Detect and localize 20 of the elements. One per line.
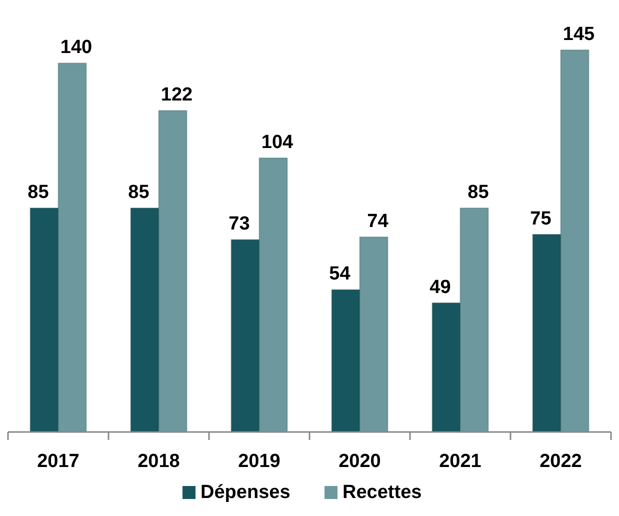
- data-label: 122: [160, 84, 193, 106]
- data-label: 85: [28, 182, 50, 204]
- x-tick-label: 2019: [238, 451, 280, 472]
- data-label: 54: [329, 264, 351, 285]
- data-label: 49: [430, 276, 451, 298]
- data-label: 145: [562, 24, 596, 45]
- x-tick-label: 2017: [37, 451, 80, 472]
- x-tick-label: 2021: [439, 451, 482, 472]
- data-label: 73: [228, 214, 250, 235]
- data-label: 85: [128, 182, 150, 204]
- data-label: 74: [367, 211, 389, 232]
- x-tick-label: 2022: [540, 451, 582, 472]
- data-label: 104: [261, 132, 294, 154]
- x-tick-label: 2018: [138, 451, 180, 472]
- data-label: 75: [530, 208, 552, 230]
- legend-label: Dépenses: [200, 482, 290, 503]
- data-label: 85: [468, 182, 490, 204]
- legend-label: Recettes: [342, 482, 422, 503]
- x-tick-label: 2020: [338, 451, 381, 472]
- data-label: 140: [60, 37, 92, 58]
